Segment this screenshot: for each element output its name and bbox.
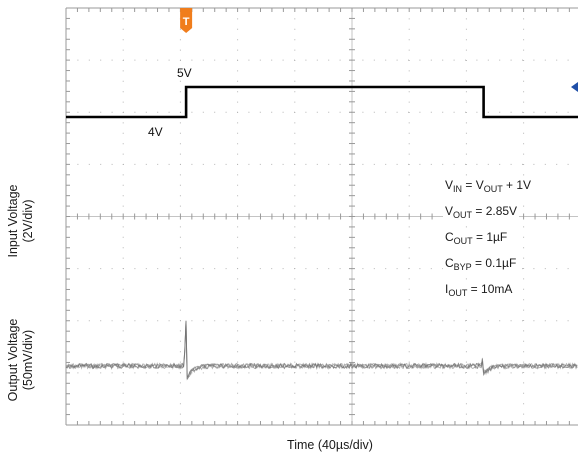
input-voltage-label-line1: Input Voltage <box>6 184 20 258</box>
cbyp-a: C <box>445 256 454 270</box>
input-voltage-trace <box>66 85 578 119</box>
label-5v: 5V <box>177 66 192 80</box>
vin-a: V <box>445 178 454 192</box>
trigger-marker-icon <box>180 8 193 33</box>
condition-vout: VOUT = 2.85V <box>443 204 520 223</box>
vin-b-sub: OUT <box>483 184 503 194</box>
iout-a: I <box>445 282 449 296</box>
cout-a: C <box>445 230 454 244</box>
label-4v: 4V <box>148 125 163 139</box>
output-voltage-trace <box>65 320 578 380</box>
output-voltage-trace <box>65 320 578 378</box>
output-voltage-label: Output Voltage (50mV/div) <box>6 310 38 410</box>
condition-cbyp: CBYP = 0.1µF <box>443 256 519 275</box>
condition-cout: COUT = 1µF <box>443 230 510 249</box>
output-voltage-label-line2: (50mV/div) <box>21 329 35 391</box>
input-voltage-label-line2: (2V/div) <box>21 199 35 243</box>
vin-c: + 1V <box>502 178 532 192</box>
traces <box>65 85 578 381</box>
vin-a-sub: IN <box>453 184 463 194</box>
output-voltage-trace <box>65 320 578 381</box>
channel-offset-marker-icon <box>571 82 578 92</box>
condition-iout: IOUT = 10mA <box>443 282 515 301</box>
vout-a-sub: OUT <box>453 210 473 220</box>
iout-a-sub: OUT <box>448 288 468 298</box>
output-voltage-trace <box>65 322 578 380</box>
vout-b: = 2.85V <box>472 204 518 218</box>
vin-b: = V <box>462 178 484 192</box>
cbyp-b: = 0.1µF <box>471 256 517 270</box>
cout-b: = 1µF <box>472 230 508 244</box>
x-axis-label: Time (40µs/div) <box>287 438 373 452</box>
grid <box>65 7 578 426</box>
cbyp-a-sub: BYP <box>453 262 472 272</box>
trigger-marker-label: T <box>183 16 190 28</box>
input-voltage-label: Input Voltage (2V/div) <box>6 171 38 271</box>
iout-b: = 10mA <box>467 282 513 296</box>
output-voltage-label-line1: Output Voltage <box>6 318 20 402</box>
cout-a-sub: OUT <box>453 236 473 246</box>
condition-vin: VIN = VOUT + 1V <box>443 178 534 197</box>
markers: T <box>180 8 578 92</box>
vout-a: V <box>445 204 454 218</box>
